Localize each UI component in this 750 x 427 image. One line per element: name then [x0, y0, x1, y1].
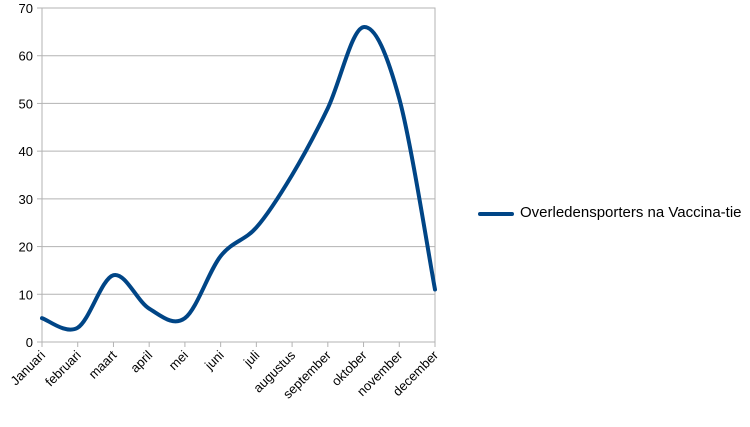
- x-tick-label: juli: [240, 347, 263, 370]
- axes: [41, 7, 436, 343]
- y-tick-label: 10: [19, 287, 33, 302]
- series-layer: [40, 25, 437, 332]
- data-point: [183, 316, 187, 320]
- x-tick-label: mei: [166, 347, 191, 372]
- x-tick-label: maart: [85, 347, 119, 381]
- data-point: [326, 106, 330, 110]
- x-tick-label: februari: [42, 347, 84, 389]
- y-tick-label: 0: [26, 335, 33, 350]
- legend-line-swatch: [478, 212, 514, 216]
- y-tick-label: 40: [19, 144, 33, 159]
- y-tick-label: 30: [19, 192, 33, 207]
- y-tick-label: 70: [19, 1, 33, 16]
- y-tick-label: 20: [19, 240, 33, 255]
- grid-lines: [42, 7, 435, 295]
- series-line: [40, 25, 437, 332]
- x-tick-label: juni: [201, 347, 227, 373]
- legend-label: Overledensporters na Vaccina-tie: [520, 204, 742, 221]
- data-point: [254, 225, 258, 229]
- y-axis-ticks: 0 10 20 30 40 50 60 70: [19, 1, 42, 350]
- data-point: [397, 97, 401, 101]
- x-tick-label: april: [127, 347, 155, 375]
- data-point: [433, 288, 437, 292]
- data-point: [362, 25, 366, 29]
- data-point: [76, 326, 80, 330]
- x-tick-label: Januari: [7, 347, 48, 388]
- data-point: [219, 254, 223, 258]
- y-tick-label: 50: [19, 96, 33, 111]
- data-point: [147, 307, 151, 311]
- data-point: [290, 173, 294, 177]
- data-point: [40, 316, 44, 320]
- data-point: [111, 273, 115, 277]
- y-tick-label: 60: [19, 49, 33, 64]
- plot-frame: [41, 7, 436, 343]
- legend: Overledensporters na Vaccina-tie: [478, 204, 750, 222]
